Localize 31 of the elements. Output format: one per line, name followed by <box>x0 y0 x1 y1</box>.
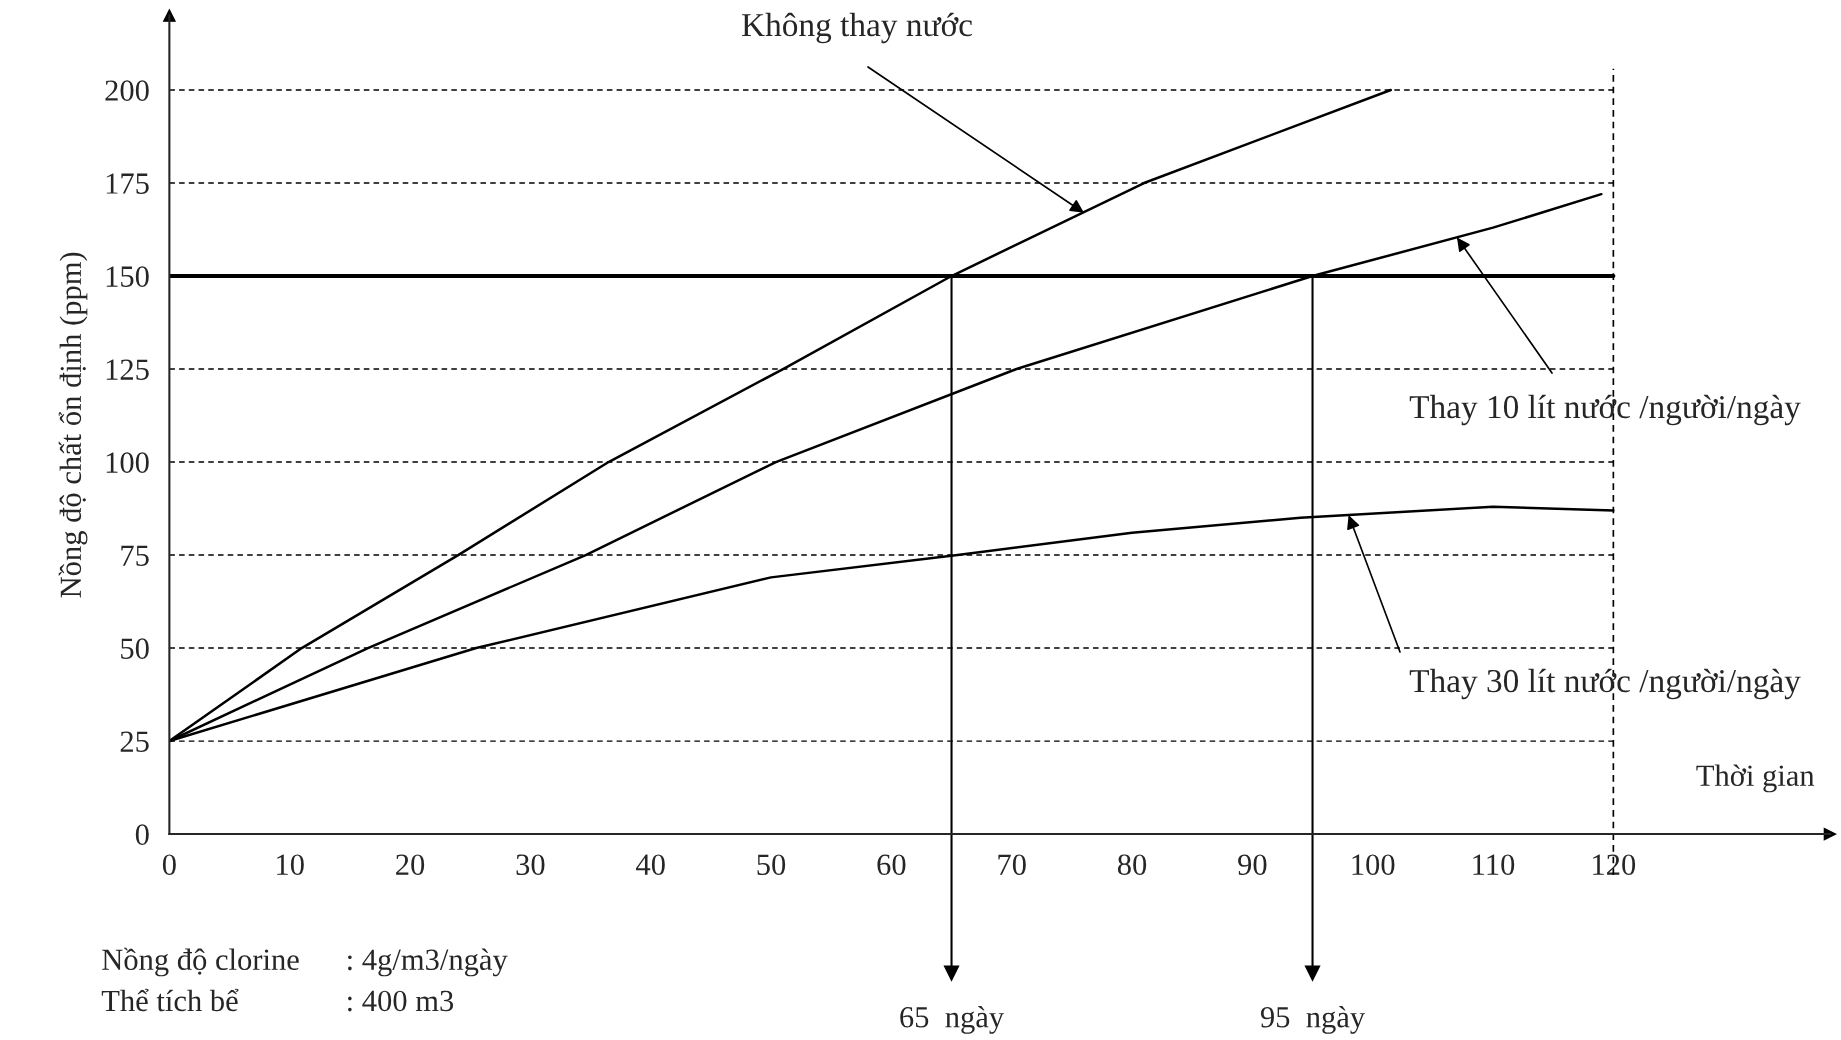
ref-line-label: 65 ngày <box>900 1005 1005 1034</box>
x-tick-label: 100 <box>1352 854 1395 876</box>
text: Thể tích bể : 400 m3 <box>101 988 454 1012</box>
ref-line-label: 95 ngày <box>1260 1005 1366 1034</box>
x-tick-label: 110 <box>1473 854 1515 876</box>
annotation: Thay 30 lít nước /người/ngày <box>1409 668 1801 700</box>
x-tick-label: 120 <box>1593 854 1636 876</box>
y-axis-title: Nồng độ chất ổn định (ppm) <box>58 252 88 598</box>
annotation: Không thay nước <box>741 12 972 44</box>
x-tick-label: 20 <box>396 854 425 876</box>
x-tick-label: 80 <box>1117 854 1147 876</box>
x-tick-label: 90 <box>1238 854 1267 876</box>
y-tick-label: 75 <box>121 545 149 566</box>
text: Nồng độ clorine : 4g/m3/ngày <box>102 947 508 977</box>
y-tick-label: 150 <box>106 266 149 287</box>
x-tick-label: 40 <box>636 854 665 876</box>
y-tick-label: 175 <box>106 173 149 194</box>
y-tick-label: 0 <box>135 824 149 845</box>
x-axis-title: Thời gian <box>1696 764 1815 793</box>
y-tick-label: 125 <box>106 359 149 380</box>
y-tick-label: 100 <box>106 452 149 473</box>
x-tick-label: 50 <box>757 854 786 876</box>
y-tick-label: 50 <box>121 638 149 659</box>
x-tick-label: 70 <box>998 854 1026 876</box>
x-tick-label: 60 <box>877 854 906 876</box>
y-tick-label: 25 <box>120 731 149 752</box>
x-tick-label: 0 <box>162 854 176 876</box>
x-tick-label: 10 <box>277 854 304 876</box>
annotation: Thay 10 lít nước /người/ngày <box>1409 394 1801 426</box>
y-tick-label: 200 <box>105 80 149 101</box>
x-tick-label: 30 <box>516 854 545 876</box>
